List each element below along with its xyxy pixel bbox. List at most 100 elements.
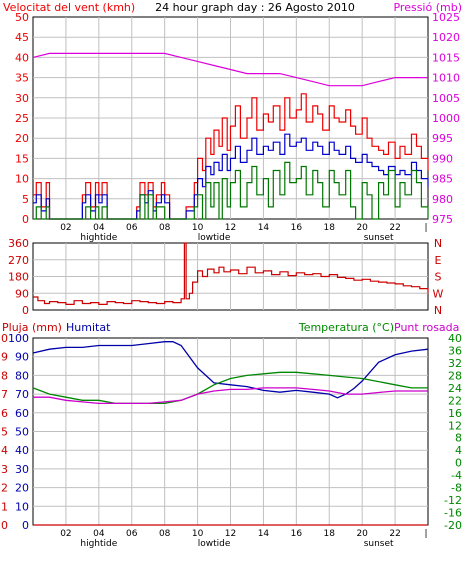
x-tick-label: 04 bbox=[93, 223, 105, 233]
top-x-ticks: 02 04 06 08 10 12 14 16 18 20 22 | bbox=[60, 223, 427, 233]
rain-tick-label: 5 bbox=[1, 426, 8, 439]
x-tick-label: 16 bbox=[291, 223, 303, 233]
humidity-tick-label: 30 bbox=[15, 463, 29, 476]
average-series-line bbox=[33, 133, 429, 220]
pressure-tick-label: 1000 bbox=[432, 112, 460, 125]
x-tick-label: 14 bbox=[258, 529, 270, 539]
rain-tick-label: 1 bbox=[1, 500, 8, 513]
x-tick-label: 10 bbox=[192, 223, 204, 233]
x-tick-label: 08 bbox=[159, 223, 171, 233]
wind-speed-tick-label: 45 bbox=[15, 31, 29, 44]
wind-speed-tick-label: 40 bbox=[15, 51, 29, 64]
compass-letter: S bbox=[435, 271, 442, 284]
top-event-labels: hightide lowtide sunset bbox=[80, 233, 394, 243]
compass-letter: N bbox=[434, 237, 442, 250]
wind-speed-tick-label: 25 bbox=[15, 112, 29, 125]
temperature-tick-label: -4 bbox=[451, 469, 462, 482]
direction-tick-label: 0 bbox=[22, 304, 29, 317]
humidity-tick-label: 90 bbox=[15, 351, 29, 364]
event-label-lowtide: lowtide bbox=[198, 233, 231, 243]
temperature-tick-label: 22 bbox=[448, 394, 462, 407]
x-tick-label: 06 bbox=[126, 529, 138, 539]
x-tick-label: 22 bbox=[389, 529, 400, 539]
x-tick-label: 12 bbox=[225, 529, 236, 539]
wind-direction-grid bbox=[33, 243, 428, 310]
wind-speed-tick-label: 15 bbox=[15, 152, 29, 165]
rain-humidity-temperature-panel: 0123456789100102030405060708090100 -20-1… bbox=[0, 321, 462, 549]
direction-tick-label: 270 bbox=[8, 254, 29, 267]
x-tick-label: 18 bbox=[324, 529, 336, 539]
rain-humidity-grid bbox=[33, 338, 428, 525]
pressure-tick-label: 1015 bbox=[432, 51, 460, 64]
humidity-tick-label: 20 bbox=[15, 482, 29, 495]
x-tick-label: 08 bbox=[159, 529, 171, 539]
bottom-event-labels: hightide lowtide sunset bbox=[80, 539, 394, 549]
pressure-tick-label: 1005 bbox=[432, 92, 460, 105]
wind-speed-ticks: 0 5 10 15 20 25 30 35 40 45 50 bbox=[15, 11, 29, 226]
rain-tick-label: 4 bbox=[1, 444, 8, 457]
rain-tick-label: 7 bbox=[1, 388, 8, 401]
direction-tick-label: 90 bbox=[15, 287, 29, 300]
compass-letter: E bbox=[435, 254, 442, 267]
humidity-axis-label: Humitat bbox=[66, 321, 111, 334]
wind-speed-tick-label: 35 bbox=[15, 72, 29, 85]
humidity-tick-label: 70 bbox=[15, 388, 29, 401]
x-tick-label: 14 bbox=[258, 223, 270, 233]
wind-speed-tick-label: 50 bbox=[15, 11, 29, 24]
temperature-tick-label: 40 bbox=[448, 332, 462, 345]
x-end-tick: | bbox=[424, 529, 427, 539]
x-tick-label: 20 bbox=[356, 223, 368, 233]
x-tick-label: 02 bbox=[60, 223, 71, 233]
x-tick-label: 06 bbox=[126, 223, 138, 233]
temperature-tick-label: 36 bbox=[448, 344, 462, 357]
speed-series-line bbox=[33, 93, 429, 220]
temperature-tick-label: 0 bbox=[455, 457, 462, 470]
wind-speed-tick-label: 30 bbox=[15, 92, 29, 105]
x-tick-label: 16 bbox=[291, 529, 303, 539]
temperature-tick-label: 16 bbox=[448, 407, 462, 420]
rain-tick-label: 8 bbox=[1, 369, 8, 382]
x-tick-label: 18 bbox=[324, 223, 336, 233]
rain-axis-label: Pluja (mm) bbox=[2, 321, 62, 334]
wind-speed-tick-label: 10 bbox=[15, 173, 29, 186]
humidity-tick-label: 100 bbox=[8, 332, 29, 345]
event-label-sunset: sunset bbox=[364, 539, 394, 549]
temperature-tick-label: 8 bbox=[455, 432, 462, 445]
rain-tick-label: 3 bbox=[1, 463, 8, 476]
event-label-hightide: hightide bbox=[80, 539, 117, 549]
x-tick-label: 22 bbox=[389, 223, 400, 233]
temperature-tick-label: 32 bbox=[448, 357, 462, 370]
pressure-axis-label: Pressió (mb) bbox=[393, 1, 462, 14]
temperature-tick-label: -8 bbox=[451, 482, 462, 495]
direction-tick-label: 180 bbox=[8, 271, 29, 284]
pressure-series-line bbox=[32, 52, 428, 87]
pressure-ticks: 975 980 985 990 995 1000 1005 1010 1015 1020 1025 bbox=[432, 11, 460, 226]
wind-speed-tick-label: 20 bbox=[15, 132, 29, 145]
temperature-tick-label: 28 bbox=[448, 369, 462, 382]
x-end-tick: | bbox=[424, 223, 427, 233]
rain-tick-label: 6 bbox=[1, 407, 8, 420]
temperature-tick-label: 4 bbox=[455, 444, 462, 457]
temperature-tick-label: 24 bbox=[448, 382, 462, 395]
direction-tick-label: 360 bbox=[8, 237, 29, 250]
direction-series-line bbox=[33, 242, 429, 305]
pressure-tick-label: 975 bbox=[432, 213, 453, 226]
wind-speed-tick-label: 0 bbox=[22, 213, 29, 226]
x-tick-label: 20 bbox=[356, 529, 368, 539]
x-tick-label: 10 bbox=[192, 529, 204, 539]
wind-pressure-series bbox=[32, 52, 429, 220]
humidity-tick-label: 0 bbox=[22, 519, 29, 532]
pressure-tick-label: 980 bbox=[432, 193, 453, 206]
wind-speed-axis-label: Velocitat del vent (kmh) bbox=[3, 1, 135, 14]
humidity-tick-label: 80 bbox=[15, 369, 29, 382]
x-tick-label: 12 bbox=[225, 223, 236, 233]
x-tick-label: 02 bbox=[60, 529, 71, 539]
compass-letter: N bbox=[434, 304, 442, 317]
rain-tick-label: 9 bbox=[1, 351, 8, 364]
chart-title: 24 hour graph day : 26 Agosto 2010 bbox=[155, 1, 355, 14]
